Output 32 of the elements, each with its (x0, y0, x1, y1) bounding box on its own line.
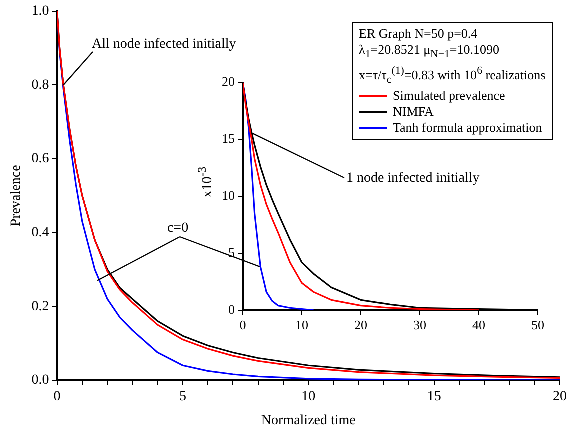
y-tick-label: 1.0 (32, 4, 50, 20)
annotation: x=τ/τ$_{c}$$^{(1)}$=0.83 with 10$^{6}$ realizations (359, 64, 546, 88)
y-tick-label: 10 (222, 188, 235, 204)
x-tick-label: 5 (179, 389, 186, 404)
x-tick-label: 20 (354, 318, 368, 333)
x-tick-label: 30 (414, 318, 426, 333)
x-tick-label: 15 (427, 389, 442, 404)
y-tick-label: 0.0 (32, 373, 50, 388)
annotation: λ$_{1}$=20.8521 μ$_{N−1}$=10.1090 (359, 42, 500, 63)
x-tick-label: 50 (532, 318, 544, 333)
y-tick-label: 0.6 (32, 152, 50, 167)
y-tick-label: 0 (228, 302, 235, 317)
x-axis-title: Normalized time (261, 413, 356, 428)
annotation: c=0 (167, 221, 189, 236)
x-tick-label: 20 (553, 389, 567, 404)
y-tick-label: 0.8 (32, 78, 50, 93)
annotation: 1 node infected initially (346, 171, 480, 186)
annotation: All node infected initially (92, 37, 236, 52)
x-tick-label: 10 (302, 389, 316, 404)
x-tick-label: 0 (54, 389, 61, 404)
x-tick-label: 0 (240, 318, 246, 333)
legend-label: NIMFA (393, 104, 434, 120)
y-tick-label: 0.4 (32, 225, 50, 240)
legend-label: Simulated prevalence (393, 88, 506, 104)
annotation: ER Graph N=50 p=0.4 (359, 26, 479, 42)
y-tick-label: 0.2 (32, 299, 50, 314)
y-axis-title: Prevalence (9, 165, 24, 227)
x-tick-label: 40 (472, 318, 486, 333)
legend-label: Tanh formula approximation (393, 120, 542, 136)
y-tick-label: 20 (222, 74, 235, 90)
y-tick-label: 15 (222, 131, 235, 146)
x-tick-label: 10 (296, 318, 308, 333)
